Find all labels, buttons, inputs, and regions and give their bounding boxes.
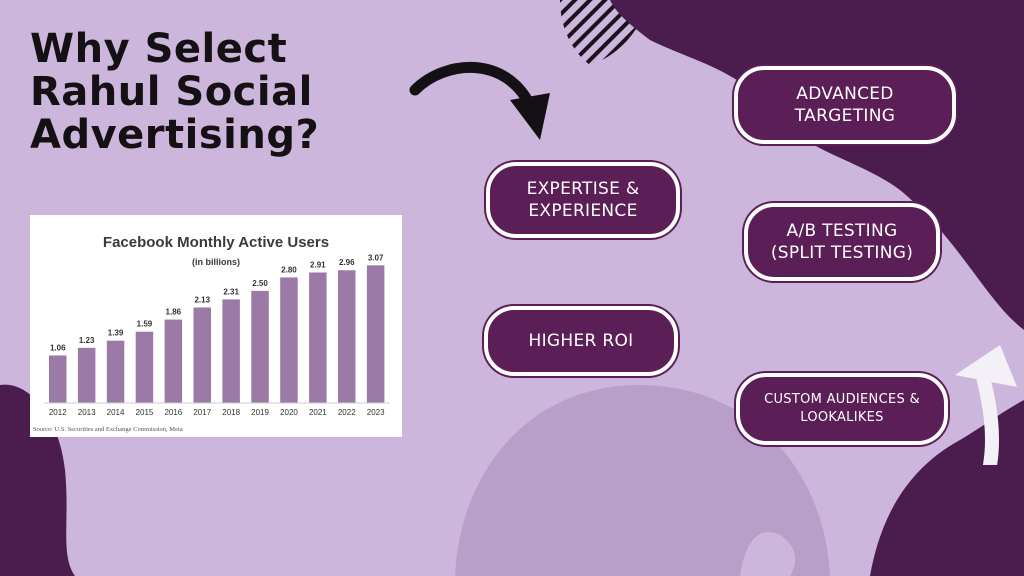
x-tick-2017: 2017	[193, 408, 211, 417]
badge-higher-roi: HIGHER ROI	[484, 306, 678, 376]
x-tick-2022: 2022	[338, 408, 356, 417]
title-line-1: Why Select	[30, 26, 288, 72]
chart-title: Facebook Monthly Active Users	[103, 234, 329, 251]
bar-2019	[251, 290, 269, 403]
value-label-2022: 2.96	[339, 258, 355, 267]
title-line-2: Rahul Social	[30, 69, 313, 115]
page-title: Why Select Rahul Social Advertising?	[30, 28, 319, 157]
x-tick-2019: 2019	[251, 408, 269, 417]
badge-ab-testing: A/B TESTING (SPLIT TESTING)	[744, 203, 940, 281]
up-arrow-icon	[955, 345, 1017, 465]
bar-2017	[193, 307, 211, 403]
x-tick-2016: 2016	[164, 408, 182, 417]
x-tick-2012: 2012	[49, 408, 67, 417]
chart-subtitle: (in billions)	[192, 257, 240, 267]
x-tick-2021: 2021	[309, 408, 327, 417]
value-label-2012: 1.06	[50, 343, 66, 352]
bar-2020	[280, 277, 298, 403]
value-label-2018: 2.31	[223, 287, 239, 296]
bar-2013	[77, 347, 96, 403]
value-label-2019: 2.50	[252, 279, 268, 288]
x-tick-2020: 2020	[280, 408, 298, 417]
bar-2023	[366, 265, 385, 403]
x-tick-2018: 2018	[222, 408, 240, 417]
value-label-2020: 2.80	[281, 265, 297, 274]
badge-advanced-targeting: ADVANCED TARGETING	[734, 66, 956, 144]
x-tick-2013: 2013	[78, 408, 96, 417]
value-label-2021: 2.91	[310, 260, 326, 269]
badge-custom-audiences: CUSTOM AUDIENCES & LOOKALIKES	[736, 373, 948, 445]
x-tick-2015: 2015	[136, 408, 154, 417]
curved-arrow-icon	[409, 61, 550, 140]
value-label-2016: 1.86	[166, 308, 182, 317]
bar-2012	[49, 355, 67, 403]
title-line-3: Advertising?	[30, 112, 320, 158]
bar-2022	[338, 270, 356, 403]
bar-2018	[222, 299, 240, 403]
bar-2015	[135, 331, 154, 403]
value-label-2017: 2.13	[194, 295, 210, 304]
bars-group: 1.06 2012 1.23 2013 1.39 2014 1.59 2015 1.86 2016…	[49, 253, 385, 417]
value-label-2023: 3.07	[368, 253, 384, 262]
bar-2016	[164, 319, 183, 403]
value-label-2014: 1.39	[108, 329, 124, 338]
bar-chart: Facebook Monthly Active Users (in billio…	[33, 234, 390, 433]
value-label-2013: 1.23	[79, 336, 95, 345]
bar-2014	[106, 340, 125, 403]
x-tick-2014: 2014	[107, 408, 125, 417]
chart-card: Facebook Monthly Active Users (in billio…	[30, 215, 402, 437]
bar-2021	[309, 272, 327, 403]
x-tick-2023: 2023	[367, 408, 385, 417]
chart-source: Source: U.S. Securities and Exchange Com…	[33, 426, 183, 433]
badge-expertise-experience: EXPERTISE & EXPERIENCE	[486, 162, 680, 238]
value-label-2015: 1.59	[137, 320, 153, 329]
